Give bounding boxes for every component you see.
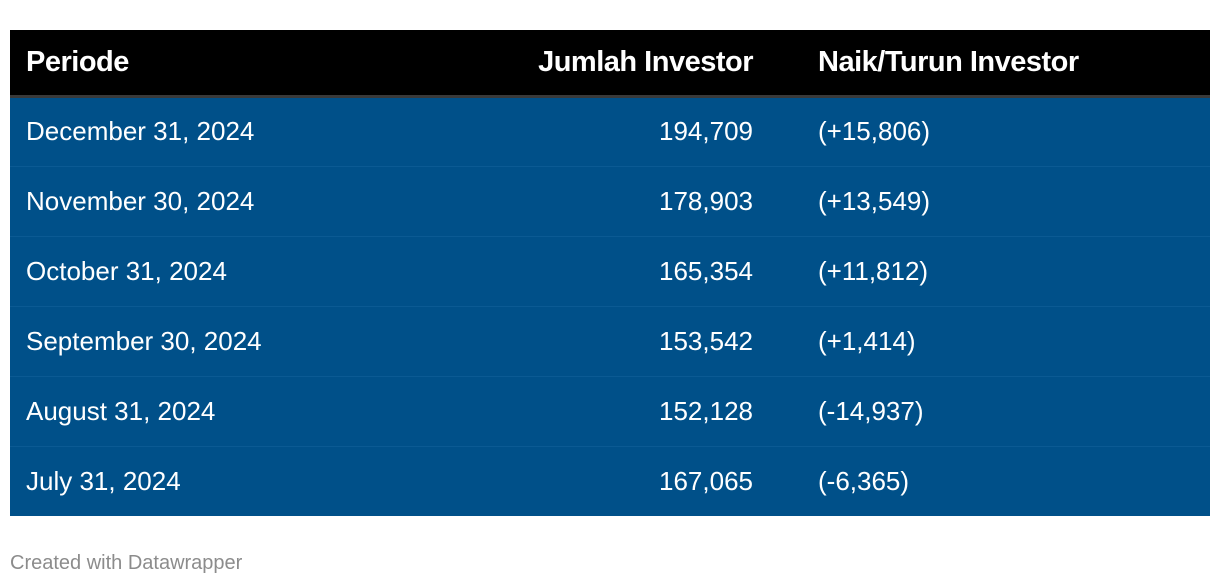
cell-period: September 30, 2024 — [10, 305, 430, 376]
table-row: December 31, 2024 194,709 (+15,806) — [10, 96, 1210, 166]
cell-investor-change: (+13,549) — [753, 165, 1210, 236]
cell-investor-change: (-6,365) — [753, 445, 1210, 516]
cell-investor-count: 153,542 — [430, 305, 753, 376]
cell-investor-change: (-14,937) — [753, 375, 1210, 446]
table-row: August 31, 2024 152,128 (-14,937) — [10, 375, 1210, 446]
table-row: July 31, 2024 167,065 (-6,365) — [10, 445, 1210, 516]
cell-investor-change: (+15,806) — [818, 116, 931, 146]
table-row: September 30, 2024 153,542 (+1,414) — [10, 305, 1210, 376]
header-periode: Periode — [10, 30, 430, 98]
investor-table: Periode Jumlah Investor Naik/Turun Inves… — [10, 30, 1210, 516]
cell-investor-count: 194,709 — [659, 116, 753, 146]
cell-period: August 31, 2024 — [10, 375, 430, 446]
header-jumlah-investor: Jumlah Investor — [430, 30, 754, 98]
cell-investor-change: (+1,414) — [753, 305, 1210, 376]
header-naik-turun-investor: Naik/Turun Investor — [753, 30, 1210, 98]
table-row: November 30, 2024 178,903 (+13,549) — [10, 165, 1210, 236]
cell-period: December 31, 2024 — [26, 116, 255, 146]
table-header-row: Periode Jumlah Investor Naik/Turun Inves… — [10, 30, 1210, 98]
datawrapper-credit: Created with Datawrapper — [10, 552, 243, 574]
cell-investor-count: 167,065 — [430, 445, 753, 516]
table-row: October 31, 2024 165,354 (+11,812) — [10, 235, 1210, 306]
cell-period: July 31, 2024 — [10, 445, 430, 516]
table-body: December 31, 2024 194,709 (+15,806) Novembe… — [10, 96, 1210, 516]
cell-investor-count: 178,903 — [430, 165, 753, 236]
cell-period: November 30, 2024 — [10, 165, 430, 236]
cell-investor-change: (+11,812) — [753, 235, 1210, 306]
investor-table-container: Periode Jumlah Investor Naik/Turun Inves… — [10, 30, 1210, 516]
cell-period: October 31, 2024 — [10, 235, 430, 306]
cell-investor-count: 152,128 — [430, 375, 753, 446]
cell-investor-count: 165,354 — [430, 235, 753, 306]
